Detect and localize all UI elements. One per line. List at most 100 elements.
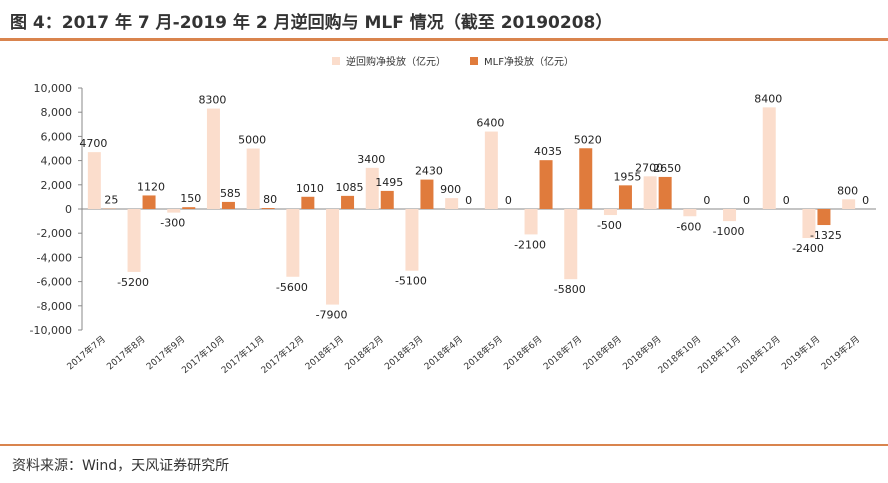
data-label-mlf-7: 1085 — [336, 181, 364, 194]
bar-mlf-12 — [539, 160, 553, 209]
data-label-mlf-20: 0 — [862, 194, 869, 207]
bar-reverse-repo-11 — [484, 131, 498, 209]
legend-swatch-mlf — [470, 57, 478, 65]
x-tick-label: 2018年8月 — [580, 333, 623, 372]
data-label-reverse-repo-14: -500 — [597, 219, 622, 232]
data-label-reverse-repo-9: -5100 — [395, 275, 427, 288]
data-label-mlf-19: -1325 — [810, 229, 842, 242]
bar-reverse-repo-18 — [762, 107, 776, 209]
data-label-mlf-9: 2430 — [415, 165, 443, 178]
data-label-mlf-17: 0 — [743, 194, 750, 207]
y-tick-label: -8,000 — [37, 300, 72, 313]
data-label-mlf-12: 4035 — [534, 145, 562, 158]
data-label-reverse-repo-3: -300 — [160, 217, 185, 230]
bar-mlf-2 — [142, 195, 156, 209]
data-label-mlf-18: 0 — [783, 194, 790, 207]
bar-mlf-3 — [182, 207, 196, 209]
data-label-reverse-repo-1: 4700 — [79, 137, 107, 150]
y-tick-label: 4,000 — [41, 155, 73, 168]
bar-reverse-repo-12 — [524, 209, 538, 235]
y-tick-label: 2,000 — [41, 179, 73, 192]
x-tick-label: 2017年12月 — [258, 333, 306, 376]
bar-mlf-13 — [579, 148, 593, 209]
x-tick-label: 2018年5月 — [461, 333, 504, 372]
data-label-reverse-repo-7: -7900 — [316, 309, 348, 322]
bar-reverse-repo-1 — [87, 152, 101, 209]
bar-reverse-repo-6 — [286, 209, 300, 277]
data-label-reverse-repo-2: -5200 — [117, 276, 149, 289]
x-tick-label: 2019年2月 — [819, 333, 862, 372]
data-label-reverse-repo-16: -600 — [676, 220, 701, 233]
legend-label-mlf: MLF净投放（亿元） — [484, 55, 574, 68]
bar-mlf-14 — [618, 185, 632, 209]
data-label-reverse-repo-11: 6400 — [476, 117, 504, 130]
x-tick-label: 2018年6月 — [501, 333, 544, 372]
bar-reverse-repo-10 — [445, 198, 459, 209]
x-tick-label: 2018年3月 — [382, 333, 425, 372]
data-label-reverse-repo-8: 3400 — [357, 153, 385, 166]
x-tick-label: 2018年4月 — [422, 333, 465, 372]
data-label-mlf-11: 0 — [505, 194, 512, 207]
y-tick-label: -4,000 — [37, 251, 72, 264]
data-label-reverse-repo-12: -2100 — [514, 238, 546, 251]
bar-mlf-15 — [658, 176, 672, 209]
bar-mlf-6 — [301, 196, 315, 209]
data-label-reverse-repo-15: 2700 — [635, 161, 663, 174]
x-tick-label: 2017年10月 — [179, 333, 227, 376]
x-tick-label: 2018年2月 — [342, 333, 385, 372]
legend-label-reverse-repo: 逆回购净投放（亿元） — [346, 55, 446, 68]
chart: 逆回购净投放（亿元） MLF净投放（亿元） 10,000 8,000 6,000 4,00… — [30, 55, 876, 376]
data-label-reverse-repo-18: 8400 — [754, 92, 782, 105]
bar-mlf-8 — [380, 190, 394, 209]
y-tick-label: -2,000 — [37, 227, 72, 240]
legend-swatch-reverse-repo — [332, 57, 340, 65]
y-tick-label: 8,000 — [41, 106, 73, 119]
figure-title: 图 4：2017 年 7 月-2019 年 2 月逆回购与 MLF 情况（截至 … — [10, 13, 613, 33]
bar-reverse-repo-7 — [326, 209, 340, 305]
data-label-reverse-repo-10: 900 — [440, 183, 461, 196]
x-tick-label: 2017年9月 — [144, 333, 187, 372]
bar-reverse-repo-14 — [603, 209, 617, 216]
bar-reverse-repo-3 — [167, 209, 181, 213]
bar-reverse-repo-2 — [127, 209, 141, 272]
bar-reverse-repo-4 — [206, 108, 220, 209]
bar-reverse-repo-13 — [564, 209, 578, 280]
bar-reverse-repo-8 — [365, 167, 379, 209]
bar-reverse-repo-19 — [802, 209, 816, 239]
y-tick-label: -10,000 — [30, 324, 72, 337]
y-tick-label: -6,000 — [37, 276, 72, 289]
data-label-mlf-4: 585 — [220, 187, 241, 200]
data-label-mlf-16: 0 — [703, 194, 710, 207]
data-label-reverse-repo-4: 8300 — [198, 94, 226, 107]
x-tick-label: 2018年10月 — [655, 333, 703, 376]
data-label-reverse-repo-5: 5000 — [238, 134, 266, 147]
x-tick-label: 2018年7月 — [541, 333, 584, 372]
data-label-mlf-3: 150 — [180, 192, 201, 205]
data-label-mlf-8: 1495 — [375, 176, 403, 189]
bar-mlf-7 — [341, 195, 355, 209]
x-tick-label: 2017年8月 — [104, 333, 147, 372]
footer-divider — [0, 444, 888, 446]
x-tick-label: 2018年1月 — [303, 333, 346, 372]
bar-mlf-5 — [261, 208, 275, 209]
data-label-mlf-13: 5020 — [574, 133, 602, 146]
bar-mlf-9 — [420, 179, 434, 209]
data-label-reverse-repo-19: -2400 — [792, 242, 824, 255]
data-label-mlf-2: 1120 — [137, 180, 165, 193]
bar-reverse-repo-20 — [842, 199, 856, 209]
data-label-reverse-repo-6: -5600 — [276, 281, 308, 294]
data-label-mlf-10: 0 — [465, 194, 472, 207]
y-tick-label: 10,000 — [34, 82, 73, 95]
bar-mlf-19 — [817, 209, 831, 226]
bar-reverse-repo-5 — [246, 148, 260, 209]
title-divider — [0, 38, 888, 41]
data-label-mlf-14: 1955 — [613, 170, 641, 183]
y-tick-label: 0 — [65, 203, 72, 216]
bar-reverse-repo-9 — [405, 209, 419, 271]
data-label-reverse-repo-17: -1000 — [713, 225, 745, 238]
x-tick-label: 2018年11月 — [695, 333, 743, 376]
data-label-reverse-repo-13: -5800 — [554, 283, 586, 296]
x-tick-label: 2017年11月 — [219, 333, 267, 376]
x-tick-label: 2018年12月 — [735, 333, 783, 376]
data-label-mlf-15: 2650 — [653, 162, 681, 175]
